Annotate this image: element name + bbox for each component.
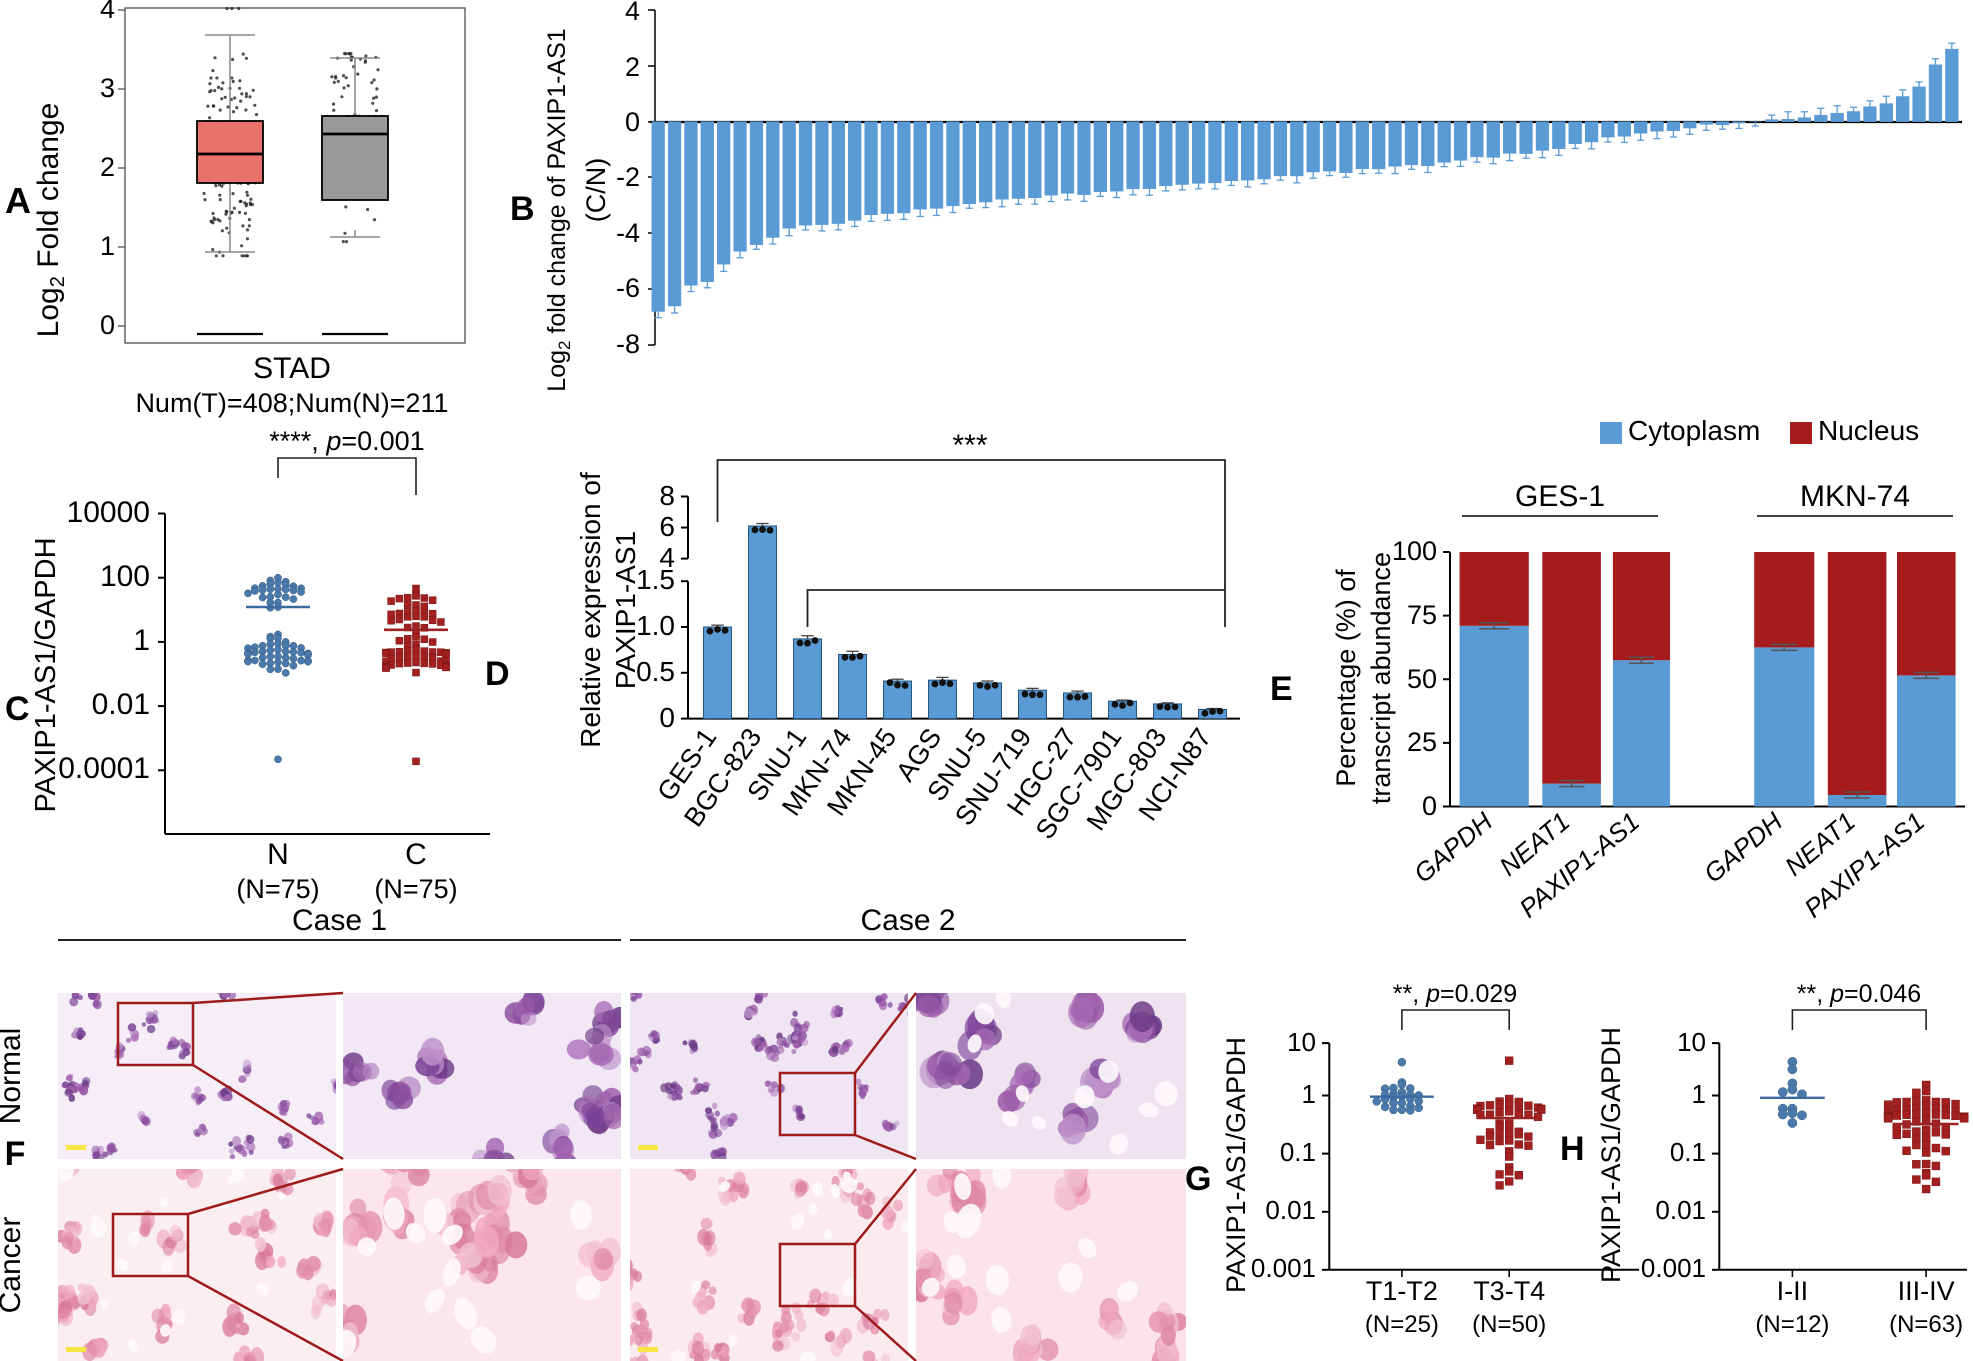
svg-text:Cytoplasm: Cytoplasm	[1628, 415, 1760, 446]
svg-text:10: 10	[1287, 1027, 1316, 1057]
svg-text:6: 6	[659, 511, 675, 542]
svg-text:100: 100	[1392, 536, 1437, 566]
svg-text:Log2 Fold change: Log2 Fold change	[32, 103, 69, 338]
svg-text:-2: -2	[616, 162, 640, 192]
svg-text:4: 4	[100, 0, 115, 24]
svg-text:Num(T)=408;Num(N)=211: Num(T)=408;Num(N)=211	[135, 388, 448, 418]
svg-text:8: 8	[659, 480, 675, 511]
svg-text:(N=25): (N=25)	[1365, 1311, 1439, 1338]
svg-text:0.0001: 0.0001	[58, 752, 150, 785]
svg-text:transcript abundance: transcript abundance	[1366, 552, 1396, 804]
svg-text:Log2 fold change of PAXIP1-AS1: Log2 fold change of PAXIP1-AS1	[543, 28, 574, 391]
svg-text:1: 1	[133, 624, 150, 657]
svg-text:0: 0	[100, 310, 115, 340]
svg-text:GAPDH: GAPDH	[1698, 806, 1788, 889]
svg-text:F: F	[5, 1135, 26, 1173]
svg-text:Nucleus: Nucleus	[1818, 415, 1919, 446]
svg-text:10000: 10000	[67, 496, 150, 529]
svg-text:C: C	[405, 838, 427, 871]
svg-text:(N=63): (N=63)	[1889, 1311, 1963, 1338]
svg-text:(C/N): (C/N)	[581, 158, 611, 222]
svg-text:****, p=0.001: ****, p=0.001	[269, 426, 424, 456]
svg-text:2: 2	[100, 152, 115, 182]
svg-text:III-IV: III-IV	[1898, 1276, 1955, 1306]
svg-text:(N=12): (N=12)	[1755, 1311, 1829, 1338]
svg-text:3: 3	[100, 73, 115, 103]
svg-text:***: ***	[952, 429, 987, 462]
svg-text:0: 0	[1422, 791, 1437, 821]
svg-text:STAD: STAD	[253, 352, 331, 385]
svg-text:N: N	[267, 838, 289, 871]
svg-text:10: 10	[1677, 1027, 1706, 1057]
svg-text:PAXIP1-AS1: PAXIP1-AS1	[610, 531, 641, 689]
svg-text:-6: -6	[616, 273, 640, 303]
svg-text:Case 1: Case 1	[292, 904, 387, 937]
svg-text:Percentage (%) of: Percentage (%) of	[1331, 569, 1361, 787]
svg-text:Case 2: Case 2	[860, 904, 955, 937]
svg-text:4: 4	[625, 0, 640, 26]
svg-text:I-II: I-II	[1777, 1276, 1809, 1306]
svg-text:Relative expression of: Relative expression of	[575, 472, 606, 748]
svg-text:T1-T2: T1-T2	[1366, 1276, 1438, 1306]
svg-text:**, p=0.046: **, p=0.046	[1797, 980, 1921, 1008]
svg-text:1: 1	[1302, 1079, 1316, 1109]
svg-text:0.001: 0.001	[1251, 1253, 1316, 1283]
svg-text:1.0: 1.0	[636, 610, 675, 641]
svg-text:0.01: 0.01	[1655, 1195, 1706, 1225]
svg-text:0.01: 0.01	[1265, 1195, 1316, 1225]
svg-text:2: 2	[625, 52, 640, 82]
svg-text:25: 25	[1407, 727, 1437, 757]
svg-text:50: 50	[1407, 664, 1437, 694]
svg-text:PAXIP1-AS1/GAPDH: PAXIP1-AS1/GAPDH	[1221, 1037, 1251, 1293]
svg-text:(N=50): (N=50)	[1472, 1311, 1546, 1338]
svg-text:**, p=0.029: **, p=0.029	[1393, 980, 1517, 1008]
svg-text:GES-1: GES-1	[1515, 480, 1605, 513]
svg-text:0.001: 0.001	[1641, 1253, 1706, 1283]
svg-text:Cancer: Cancer	[0, 1217, 27, 1314]
svg-text:Normal: Normal	[0, 1028, 27, 1125]
svg-text:1.5: 1.5	[636, 564, 675, 595]
svg-text:75: 75	[1407, 600, 1437, 630]
svg-text:1: 1	[100, 231, 115, 261]
svg-text:PAXIP1-AS1/GAPDH: PAXIP1-AS1/GAPDH	[30, 537, 62, 812]
svg-text:0.1: 0.1	[1670, 1137, 1706, 1167]
svg-text:-4: -4	[616, 218, 640, 248]
svg-text:1: 1	[1692, 1079, 1706, 1109]
svg-text:PAXIP1-AS1: PAXIP1-AS1	[1513, 806, 1645, 923]
svg-text:-8: -8	[616, 329, 640, 359]
svg-text:0.1: 0.1	[1280, 1137, 1316, 1167]
svg-text:T3-T4: T3-T4	[1473, 1276, 1545, 1306]
svg-text:MKN-74: MKN-74	[1800, 480, 1910, 513]
svg-text:0: 0	[625, 107, 640, 137]
svg-text:0.5: 0.5	[636, 656, 675, 687]
svg-text:PAXIP1-AS1/GAPDH: PAXIP1-AS1/GAPDH	[1596, 1027, 1626, 1283]
svg-text:0: 0	[659, 702, 675, 733]
svg-text:0.01: 0.01	[92, 688, 150, 721]
svg-text:100: 100	[100, 560, 150, 593]
